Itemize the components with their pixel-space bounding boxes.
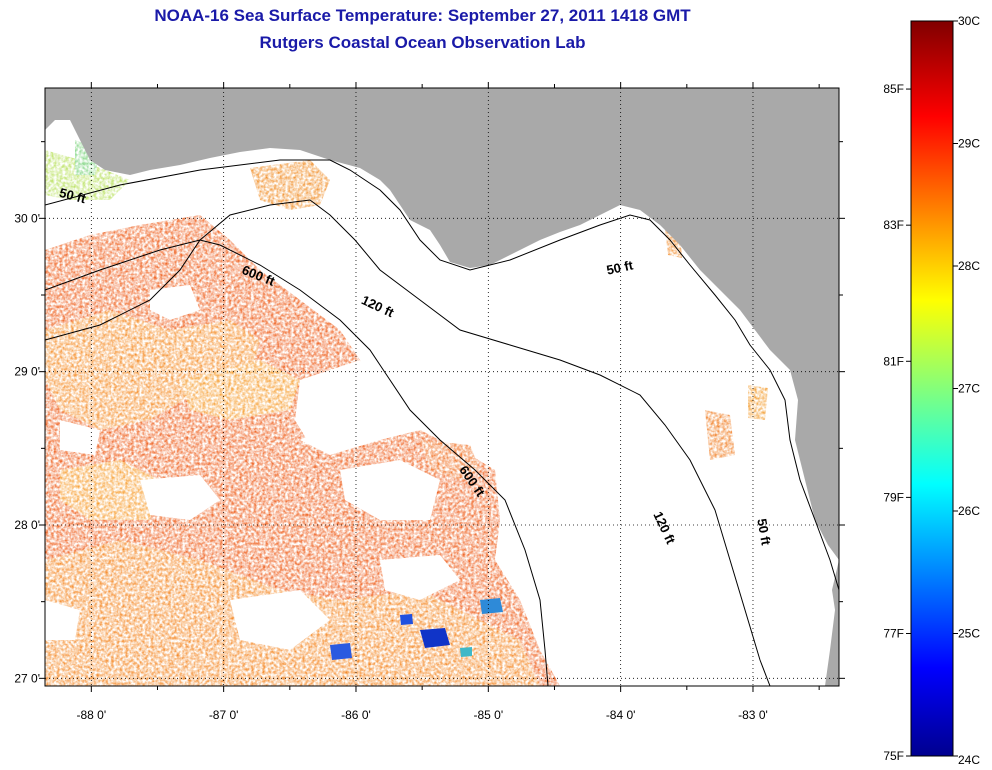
lat-tick-label: 28 0' (14, 518, 40, 532)
contour-label: 50 ft (605, 257, 635, 277)
colorbar-c-label: 25C (958, 627, 980, 641)
land-mass (45, 88, 839, 560)
contour-label: 50 ft (58, 185, 88, 207)
colorbar-f-label: 79F (883, 490, 904, 504)
land-mass-tampa (825, 560, 839, 686)
lon-tick-label: -83 0' (738, 708, 768, 722)
lat-tick-label: 29 0' (14, 365, 40, 379)
colorbar-c-label: 27C (958, 382, 980, 396)
lon-tick-label: -88 0' (76, 708, 106, 722)
lat-tick-label: 30 0' (14, 211, 40, 225)
map-subtitle: Rutgers Coastal Ocean Observation Lab (259, 33, 586, 52)
colorbar-f-label: 75F (883, 749, 904, 763)
graticule (45, 88, 839, 686)
lon-tick-label: -87 0' (209, 708, 239, 722)
map-title: NOAA-16 Sea Surface Temperature: Septemb… (154, 6, 691, 25)
lon-tick-label: -86 0' (341, 708, 371, 722)
depth-contours (45, 159, 839, 686)
colorbar-c-label: 28C (958, 259, 980, 273)
colorbar-c-label: 29C (958, 137, 980, 151)
colorbar-ticks: 30C 29C 28C 27C 26C 25C 24C 85F 83F 81F 79F 77F 75F (883, 14, 980, 767)
contour-label: 50 ft (754, 517, 774, 547)
map-border (44, 87, 840, 687)
colorbar (910, 20, 954, 757)
map-axes: -88 0' -87 0' -86 0' -85 0' -84 0' -83 0' 27 0… (14, 82, 845, 722)
sst-field (45, 140, 768, 686)
cloud-mask (45, 225, 460, 650)
lat-tick-label: 27 0' (14, 671, 40, 685)
colorbar-c-label: 24C (958, 753, 980, 767)
colorbar-c-label: 26C (958, 504, 980, 518)
colorbar-c-label: 30C (958, 14, 980, 28)
colorbar-f-label: 77F (883, 627, 904, 641)
colorbar-f-label: 81F (883, 354, 904, 368)
colorbar-f-label: 83F (883, 218, 904, 232)
cold-patches (330, 598, 503, 660)
colorbar-f-label: 85F (883, 82, 904, 96)
lon-tick-label: -84 0' (606, 708, 636, 722)
lon-tick-label: -85 0' (473, 708, 503, 722)
